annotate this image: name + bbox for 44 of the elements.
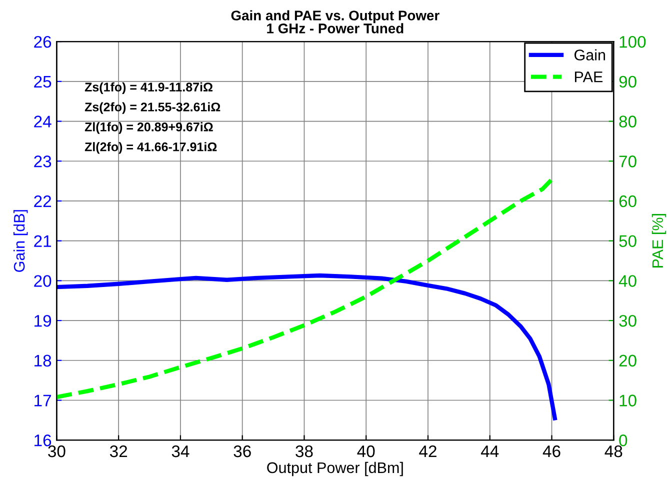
y2-tick-label: 10 [620, 394, 636, 406]
y-tick-label: 24 [34, 116, 52, 128]
y2-tick-label: 50 [619, 235, 636, 248]
y2-tick-label: 80 [619, 116, 636, 128]
y-axis-title: Gain [dB] [14, 210, 28, 272]
x-tick-label: 38 [296, 445, 313, 458]
y-tick-label: 21 [34, 235, 52, 247]
x-tick-label: 42 [419, 445, 436, 458]
y-tick-label: 18 [34, 354, 52, 367]
y2-tick-label: 90 [619, 76, 636, 88]
x-tick-label: 30 [48, 445, 66, 458]
x-axis-title: Output Power [dBm] [267, 462, 403, 476]
y-tick-label: 17 [34, 394, 51, 406]
y2-tick-label: 0 [619, 434, 628, 446]
x-tick-label: 40 [357, 445, 375, 458]
y2-tick-label: 70 [619, 156, 636, 168]
x-tick-label: 34 [172, 445, 190, 458]
y-tick-label: 16 [34, 434, 52, 446]
x-tick-label: 32 [110, 445, 128, 458]
y-tick-label: 19 [34, 314, 52, 327]
y2-tick-label: 60 [619, 195, 636, 208]
x-tick-label: 44 [480, 446, 499, 458]
legend-label: PAE [574, 72, 603, 82]
y2-tick-label: 40 [618, 275, 636, 287]
y-tick-label: 23 [34, 156, 52, 168]
legend-label: Gain [574, 49, 606, 60]
annotation: Zl(1fo) = 20.89+9.67iΩ [84, 122, 213, 134]
y-tick-label: 22 [34, 195, 51, 208]
line-series [56, 273, 557, 420]
x-tick-label: 46 [542, 445, 560, 458]
y2-tick-label: 20 [619, 354, 636, 367]
annotation: Zs(1fo) = 41.9-11.87iΩ [84, 82, 213, 94]
x-tick-label: 48 [604, 445, 622, 458]
x-tick-label: 36 [234, 445, 251, 458]
y-tick-label: 25 [34, 76, 52, 88]
y-tick-label: 20 [34, 275, 52, 287]
y2-tick-label: 30 [619, 314, 636, 327]
chart-title: Gain and PAE vs. Output Power 1 GHz - Power Tuned [231, 10, 440, 34]
annotation: Zl(2fo) = 41.66-17.91iΩ [84, 142, 217, 154]
annotation: Zs(2fo) = 21.55-32.61iΩ [84, 102, 220, 114]
y2-tick-label: 100 [620, 36, 646, 48]
y2-axis-title: PAE [%] [652, 214, 666, 268]
line-series [56, 177, 554, 400]
y-tick-label: 26 [34, 36, 52, 48]
